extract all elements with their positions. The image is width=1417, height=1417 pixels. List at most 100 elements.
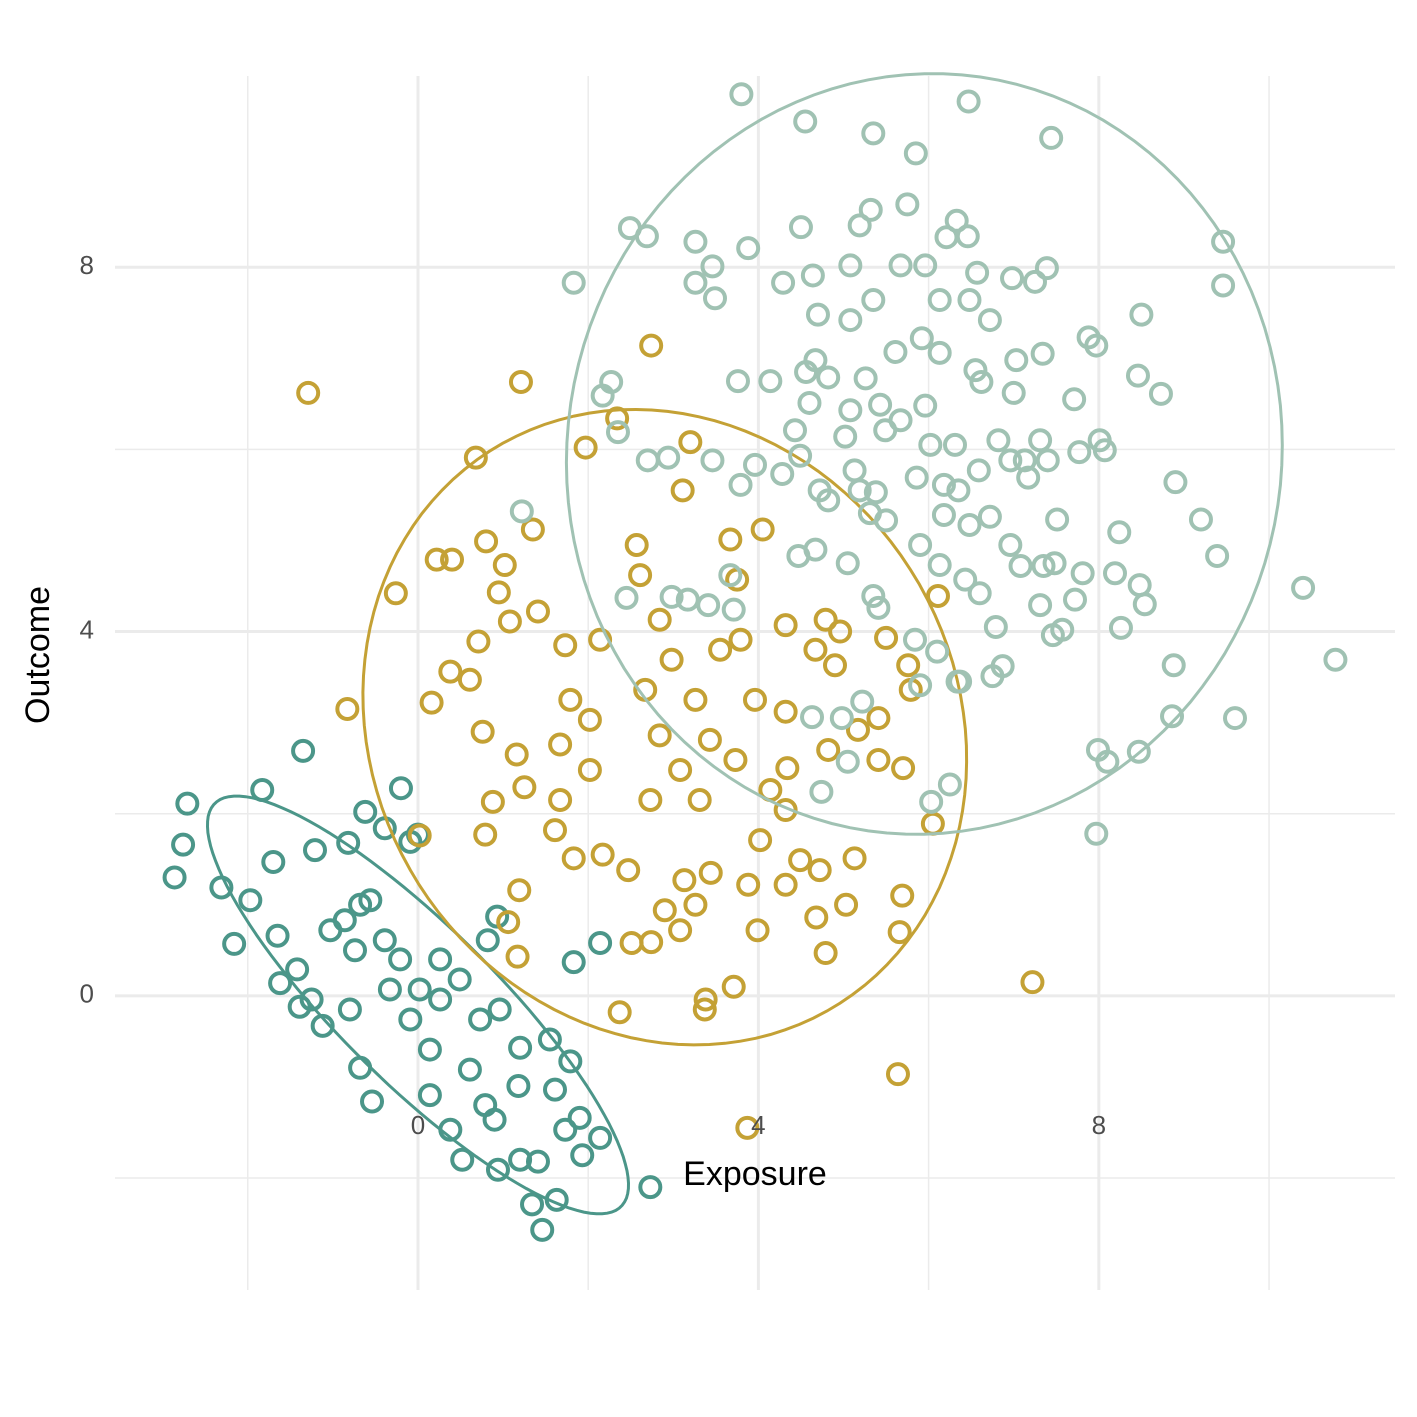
point: [793, 109, 818, 134]
point: [548, 732, 573, 757]
point: [853, 366, 878, 391]
point: [683, 270, 708, 295]
point: [1084, 821, 1109, 846]
point: [918, 432, 943, 457]
point: [656, 445, 681, 470]
ellipse: [361, 407, 969, 1047]
point: [965, 260, 990, 285]
point: [809, 779, 834, 804]
point: [858, 197, 883, 222]
point: [1045, 507, 1070, 532]
point: [1103, 561, 1127, 586]
point: [771, 270, 796, 295]
point: [419, 690, 444, 715]
point: [175, 791, 200, 816]
point: [773, 699, 798, 724]
point: [238, 888, 263, 913]
point: [857, 501, 882, 526]
point: [834, 892, 859, 917]
point: [659, 647, 684, 672]
point: [697, 727, 722, 752]
point: [162, 865, 187, 890]
point: [509, 499, 534, 524]
point: [1004, 348, 1029, 373]
point: [927, 553, 952, 578]
point: [1084, 333, 1109, 358]
point: [299, 987, 324, 1012]
point: [925, 584, 950, 609]
point: [1148, 381, 1173, 406]
point: [861, 584, 886, 609]
point: [698, 860, 723, 885]
point: [512, 775, 537, 800]
point: [348, 892, 373, 917]
point: [1000, 266, 1025, 291]
point: [505, 944, 530, 969]
point: [558, 687, 583, 712]
point: [388, 776, 413, 801]
point: [937, 772, 962, 797]
point: [683, 892, 708, 917]
point: [1125, 363, 1150, 388]
point: [805, 302, 830, 327]
point: [337, 997, 362, 1022]
point: [708, 637, 733, 662]
point: [980, 664, 1005, 689]
point: [457, 1057, 482, 1082]
point: [388, 947, 413, 972]
point: [588, 627, 613, 652]
point: [296, 380, 321, 405]
point: [786, 543, 811, 568]
point: [573, 435, 598, 460]
point: [745, 918, 770, 943]
point: [605, 406, 630, 431]
point: [1063, 587, 1087, 612]
point: [1092, 438, 1117, 463]
point: [652, 898, 677, 923]
ellipse: [564, 72, 1284, 836]
point: [896, 653, 921, 678]
point: [913, 393, 938, 418]
point: [577, 757, 602, 782]
point: [417, 1037, 442, 1062]
point: [628, 563, 653, 588]
x-tick-label: 4: [751, 1110, 765, 1140]
point: [1291, 575, 1316, 600]
point: [428, 947, 453, 972]
point: [450, 1147, 475, 1172]
point: [736, 872, 761, 897]
point: [1001, 380, 1026, 405]
point: [813, 607, 838, 632]
point: [1067, 440, 1092, 465]
point: [998, 448, 1023, 473]
point: [845, 717, 870, 742]
point: [977, 308, 1002, 333]
point: [1211, 273, 1236, 298]
point: [919, 789, 944, 814]
point: [1035, 448, 1060, 473]
point: [861, 121, 886, 146]
point: [797, 390, 822, 415]
point: [847, 213, 872, 238]
point: [457, 667, 482, 692]
point: [561, 846, 586, 871]
y-tick-label: 4: [80, 614, 94, 644]
point: [931, 472, 956, 497]
point: [561, 270, 586, 295]
point: [863, 480, 888, 505]
point: [1028, 593, 1053, 618]
point: [473, 1093, 498, 1118]
point: [561, 950, 586, 975]
point: [866, 706, 891, 731]
point: [543, 818, 567, 843]
point: [336, 830, 361, 855]
point: [335, 696, 360, 721]
point: [577, 707, 602, 732]
point: [788, 215, 813, 240]
point: [377, 977, 402, 1002]
point: [590, 383, 615, 408]
point: [847, 478, 872, 503]
point: [383, 581, 408, 606]
point: [927, 288, 952, 313]
